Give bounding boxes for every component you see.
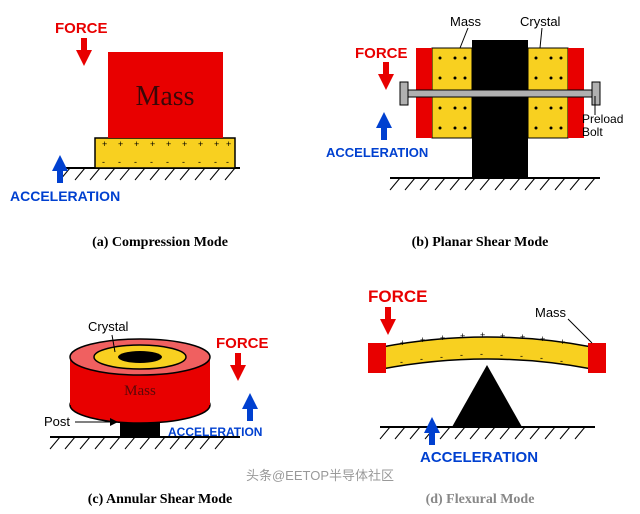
post-label-c: Post — [44, 414, 70, 429]
accel-arrow-a — [52, 155, 68, 171]
svg-text:+: + — [214, 139, 219, 149]
force-label-a: FORCE — [55, 20, 108, 37]
force-arrow-b — [378, 74, 394, 90]
force-arrow-a — [76, 50, 92, 66]
svg-text:-: - — [500, 350, 503, 360]
svg-text:-: - — [420, 354, 423, 364]
svg-text:+: + — [150, 139, 155, 149]
svg-text:+: + — [460, 331, 465, 341]
force-label-d: FORCE — [368, 287, 428, 307]
svg-text:+: + — [166, 139, 171, 149]
svg-text:-: - — [226, 157, 229, 167]
caption-b: (b) Planar Shear Mode — [412, 235, 549, 251]
svg-text:+: + — [500, 331, 505, 341]
svg-text:-: - — [150, 157, 153, 167]
caption-d: (d) Flexural Mode — [426, 492, 535, 508]
svg-text:+: + — [520, 332, 525, 342]
svg-text:-: - — [118, 157, 121, 167]
accel-arrow-d — [424, 417, 440, 433]
force-label-b: FORCE — [355, 45, 408, 62]
svg-text:+: + — [134, 139, 139, 149]
svg-text:-: - — [560, 356, 563, 366]
svg-text:+: + — [400, 338, 405, 348]
accel-label-c: ACCELERATION — [168, 425, 262, 439]
force-arrow-d — [380, 319, 396, 335]
svg-text:-: - — [460, 350, 463, 360]
svg-text:-: - — [400, 357, 403, 367]
svg-text:-: - — [440, 352, 443, 362]
accel-label-d: ACCELERATION — [420, 449, 538, 466]
svg-text:+: + — [560, 337, 565, 347]
mass-text-c: Mass — [124, 383, 156, 399]
svg-text:-: - — [214, 157, 217, 167]
force-label-c: FORCE — [216, 335, 269, 352]
mass-label-b: Mass — [450, 14, 481, 29]
svg-text:+: + — [102, 139, 107, 149]
svg-text:-: - — [540, 353, 543, 363]
panel-planar-shear: Mass Crystal PreloadBolt FORCE ACCELERAT… — [320, 0, 640, 257]
svg-text:-: - — [166, 157, 169, 167]
svg-text:-: - — [480, 349, 483, 359]
watermark: 头条@EETOP半导体社区 — [246, 465, 394, 484]
mass-text: Mass — [135, 81, 194, 112]
svg-text:+: + — [226, 139, 231, 149]
svg-text:-: - — [102, 157, 105, 167]
panel-compression: +++ +++ +++ --- --- --- Mass FORCE ACCEL… — [0, 0, 320, 257]
svg-text:+: + — [118, 139, 123, 149]
preload-label-b: PreloadBolt — [582, 113, 623, 139]
mass-label-d: Mass — [535, 305, 566, 320]
svg-text:-: - — [198, 157, 201, 167]
diagram-compression: +++ +++ +++ --- --- --- Mass — [0, 0, 320, 252]
svg-text:-: - — [182, 157, 185, 167]
svg-text:+: + — [420, 335, 425, 345]
crystal-label-b: Crystal — [520, 14, 560, 29]
accel-label-a: ACCELERATION — [10, 188, 120, 204]
accel-arrow-b — [376, 112, 392, 128]
force-arrow-c — [230, 365, 246, 381]
svg-text:+: + — [198, 139, 203, 149]
accel-label-b: ACCELERATION — [326, 145, 428, 160]
svg-text:+: + — [440, 333, 445, 343]
caption-a: (a) Compression Mode — [92, 235, 228, 251]
svg-text:+: + — [480, 330, 485, 340]
svg-text:+: + — [182, 139, 187, 149]
accel-arrow-c — [242, 393, 258, 409]
svg-text:+: + — [540, 334, 545, 344]
svg-text:-: - — [520, 351, 523, 361]
crystal-label-c: Crystal — [88, 319, 128, 334]
svg-text:-: - — [134, 157, 137, 167]
caption-c: (c) Annular Shear Mode — [88, 492, 233, 508]
